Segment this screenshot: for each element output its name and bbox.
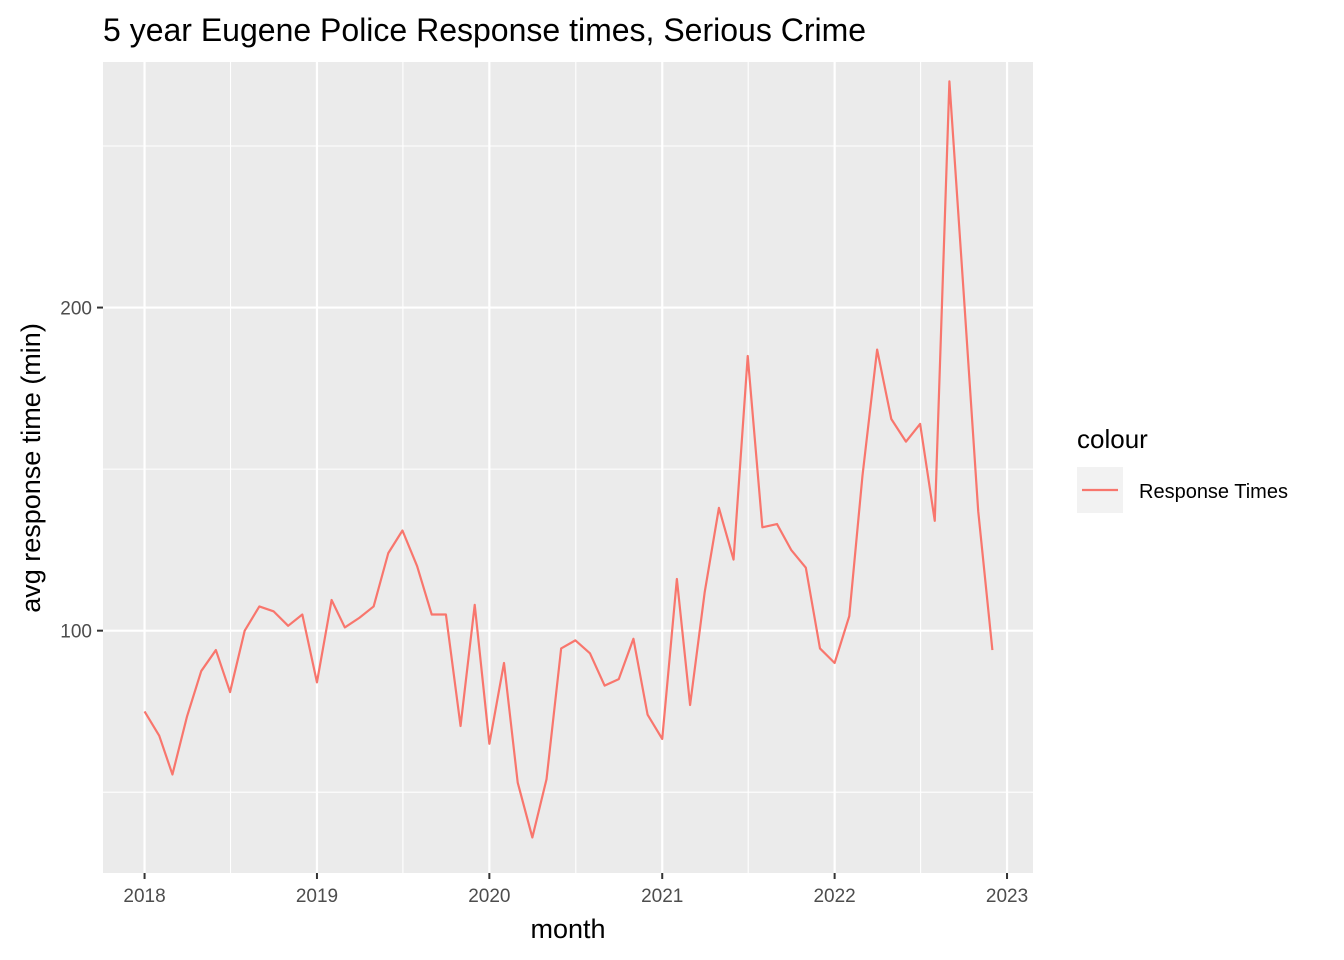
grid-major xyxy=(103,62,1033,873)
x-axis-title: month xyxy=(530,914,605,944)
y-tick-labels: 100 200 xyxy=(60,299,92,643)
x-tick-label: 2021 xyxy=(641,886,683,907)
x-tick-label: 2023 xyxy=(986,886,1028,907)
series-line-response-times xyxy=(143,80,994,839)
legend: colour Response Times xyxy=(1077,424,1288,513)
x-tick-label: 2019 xyxy=(296,886,338,907)
x-tick-label: 2022 xyxy=(813,886,855,907)
y-axis-title: avg response time (min) xyxy=(16,323,46,613)
x-tick-label: 2018 xyxy=(123,886,165,907)
y-tick-label: 100 xyxy=(60,622,92,643)
plot-panel xyxy=(103,62,1033,873)
series-layer xyxy=(143,80,994,839)
x-tick-label: 2020 xyxy=(468,886,510,907)
grid-minor xyxy=(103,62,1033,873)
chart-title: 5 year Eugene Police Response times, Ser… xyxy=(103,12,866,48)
legend-label-response-times: Response Times xyxy=(1139,481,1288,503)
x-tick-labels: 2018 2019 2020 2021 2022 2023 xyxy=(123,886,1028,907)
legend-title: colour xyxy=(1077,424,1148,454)
axis-ticks xyxy=(97,306,1009,879)
y-tick-label: 200 xyxy=(60,299,92,320)
